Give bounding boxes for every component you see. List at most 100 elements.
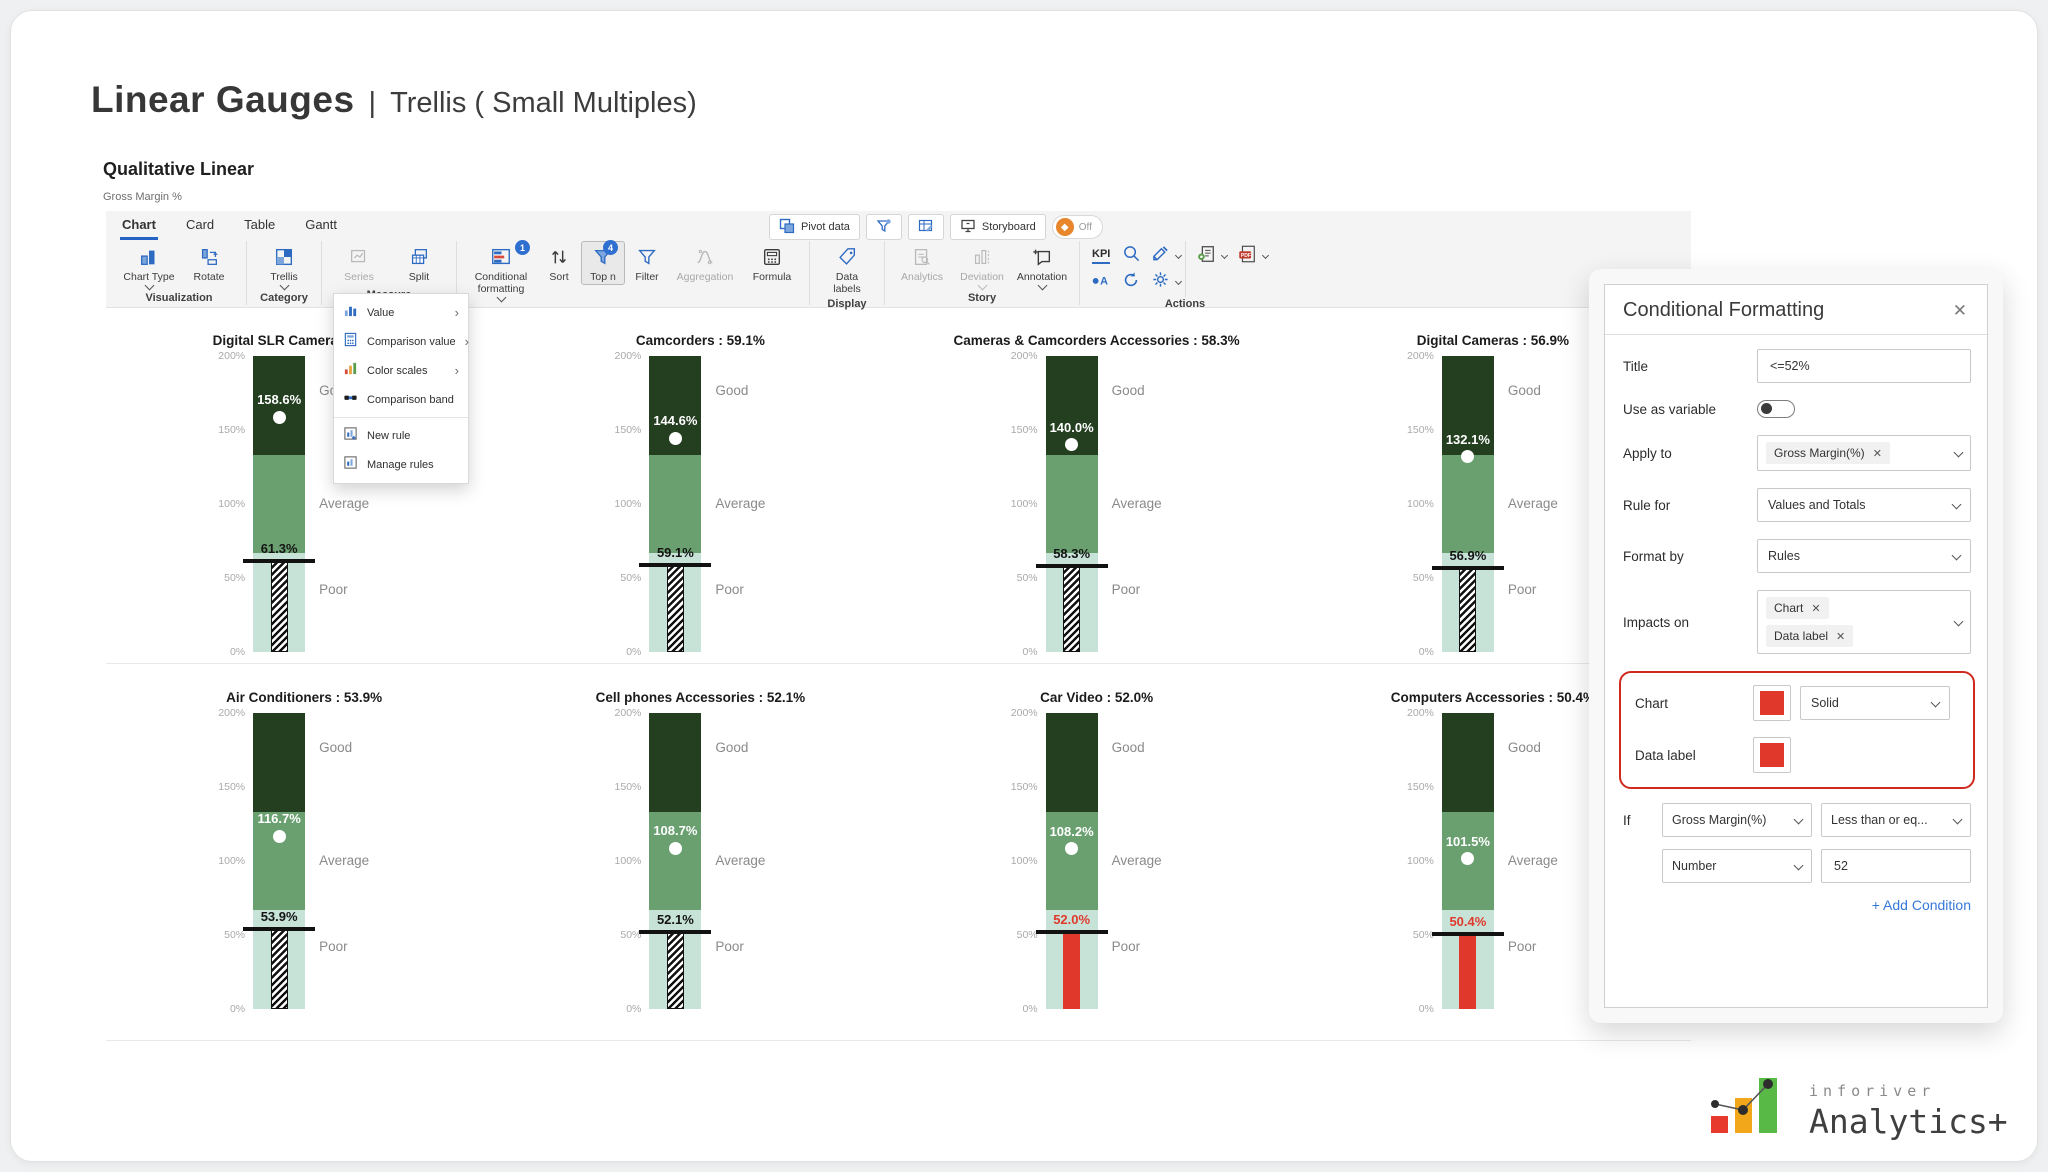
remove-chip-icon[interactable]: ✕ [1811,602,1821,615]
settings-button[interactable] [1151,270,1183,294]
comparison-bar [270,561,288,652]
value-marker-dot [1065,842,1079,856]
chart-fill-style-select[interactable]: Solid [1800,686,1950,720]
rule-title-input[interactable] [1757,349,1971,383]
refresh-button[interactable] [1122,271,1141,294]
edit-table-button[interactable] [907,214,944,240]
value-marker-label: 158.6% [257,392,302,408]
remove-chip-icon[interactable]: ✕ [1836,630,1846,643]
menu-item-comparison-band[interactable]: Comparison band [334,385,468,414]
apply-to-label: Apply to [1623,445,1672,461]
axis-tick-label: 200% [1407,707,1434,719]
menu-item-manage-rules[interactable]: Manage rules [334,450,468,479]
annotation-button[interactable]: Annotation [1013,241,1071,291]
submenu-arrow-icon: › [464,334,469,349]
rotate-button[interactable]: Rotate [180,241,238,285]
target-line [639,929,712,934]
new-rule-icon [343,426,358,446]
gauge-plot: 200%150%100%50%0%61.3%158.6%GoodAverageP… [189,350,419,658]
axis-tick-label: 50% [224,929,246,941]
add-condition-link[interactable]: + Add Condition [1871,897,1971,913]
close-icon[interactable]: ✕ [1952,300,1967,320]
menu-item-new-rule[interactable]: New rule [334,421,468,450]
format-painter-button[interactable] [1151,244,1183,268]
filter-button[interactable]: Filter [627,241,667,285]
value-marker-dot [668,841,682,855]
logo-bars-icon [1709,1066,1793,1141]
tab-table[interactable]: Table [244,217,276,232]
use-as-variable-toggle[interactable] [1757,400,1795,418]
tab-card[interactable]: Card [185,217,215,232]
zone-label-good: Good [319,740,353,755]
zone-label-average: Average [1507,496,1558,511]
zone-label-poor: Poor [319,939,348,954]
export-pdf-button[interactable]: PDF [1237,244,1270,269]
conditional-formatting-button[interactable]: 1 Conditional formatting [465,240,537,303]
chevron-down-icon [1951,499,1962,510]
data-label-color-swatch[interactable] [1753,737,1791,773]
band-average [649,811,702,911]
quick-filter-button[interactable] [865,214,902,240]
ribbon: Chart Type Rotate Visualization [112,240,1290,310]
if-operator-select[interactable]: Less than or eq... [1821,803,1971,837]
axis-tick-label: 100% [1407,498,1434,510]
gauge-title: Air Conditioners : 53.9% [226,690,383,705]
gauge-plot: 200% 150% 100% 50% 0% 52.0% 108.2% Good Average P… [982,707,1212,1015]
label-style-button[interactable]: A [1092,273,1112,292]
impacts-on-multiselect[interactable]: Chart ✕ Data label ✕ [1757,590,1971,654]
formula-button[interactable]: Formula [743,241,801,285]
zone-label-average: Average [715,853,766,868]
chevron-down-icon [1952,814,1963,825]
chevron-down-icon [1951,550,1962,561]
panel-title: Conditional Formatting [1623,299,1825,321]
comparison-bar [1459,934,1477,1009]
axis-tick-label: 0% [1022,1003,1038,1015]
data-labels-button[interactable]: Data labels [818,241,876,297]
band-good [253,713,306,812]
calculator-icon [343,332,358,352]
target-label: 56.9% [1449,547,1487,563]
axis-tick-label: 100% [218,855,246,867]
band-good [1045,713,1098,812]
band-average [649,454,702,554]
if-field-select[interactable]: Gross Margin(%) [1662,803,1812,837]
menu-item-color-scales[interactable]: Color scales › [334,356,468,385]
kpi-button[interactable]: KPI [1092,248,1112,264]
tab-chart[interactable]: Chart [120,214,158,240]
axis-tick-label: 100% [1407,855,1434,867]
chevron-down-icon [1793,814,1804,825]
target-label: 59.1% [656,544,694,560]
rule-for-select[interactable]: Values and Totals [1757,488,1971,522]
zone-label-average: Average [715,496,766,511]
funnel-dot-icon [876,218,892,237]
band-average [253,811,306,911]
export-config-button[interactable] [1196,244,1229,269]
annotation-icon [1031,245,1053,269]
sort-button[interactable]: Sort [539,241,579,285]
gauge-title: Cameras & Camcorders Accessories : 58.3% [953,333,1240,348]
threshold-value-input[interactable] [1821,849,1971,883]
value-marker-dot [1461,852,1475,866]
apply-to-multiselect[interactable]: Gross Margin(%) ✕ [1757,435,1971,471]
comparison-bar [1063,565,1081,652]
menu-item-comparison-value[interactable]: Comparison value › [334,327,469,356]
trellis-button[interactable]: Trellis [255,241,313,291]
value-type-select[interactable]: Number [1662,849,1812,883]
comparison-band-icon [343,390,358,410]
top-n-button[interactable]: 4 Top n [581,240,625,286]
power-toggle[interactable]: ◆ Off [1051,215,1103,239]
storyboard-button[interactable]: Storyboard [949,214,1046,240]
tab-gantt[interactable]: Gantt [305,217,338,232]
zoom-search-button[interactable] [1122,244,1141,268]
deviation-icon [971,245,993,269]
pdf-icon: PDF [1237,244,1257,269]
target-label: 50.4% [1449,914,1487,930]
group-visualization: Chart Type Rotate Visualization [112,241,247,305]
pivot-data-button[interactable]: Pivot data [769,214,860,240]
chart-color-swatch[interactable] [1753,685,1791,721]
remove-chip-icon[interactable]: ✕ [1872,447,1882,460]
split-button[interactable]: Split [390,241,448,285]
menu-item-value[interactable]: Value › [334,298,468,327]
chart-type-button[interactable]: Chart Type [120,241,178,291]
format-by-select[interactable]: Rules [1757,539,1971,573]
